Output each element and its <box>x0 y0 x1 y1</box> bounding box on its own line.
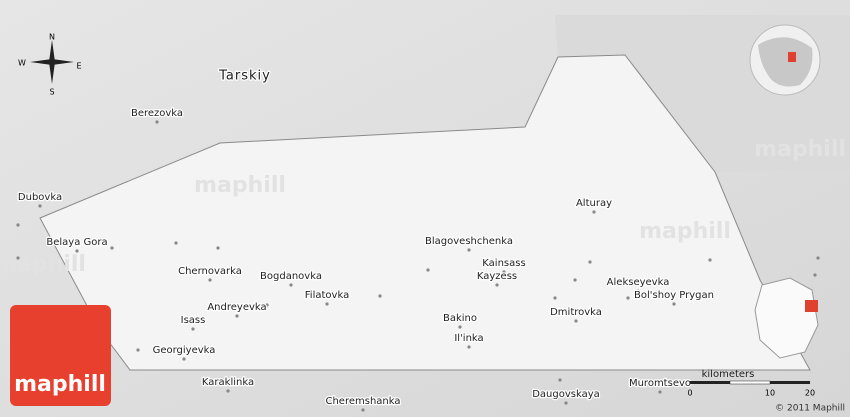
place-label: Dmitrovka <box>550 307 602 318</box>
place-dot <box>235 314 239 318</box>
watermark: maphill <box>754 137 846 162</box>
place-dot <box>75 249 79 253</box>
scale-bar: kilometers 0 10 20 <box>687 369 815 398</box>
place-dot <box>426 268 430 272</box>
place-dot <box>191 327 195 331</box>
place-dot <box>592 210 596 214</box>
place-dot <box>467 345 471 349</box>
place-label: Bakino <box>443 313 477 324</box>
place-label: Il'inka <box>454 333 483 344</box>
place-dot <box>558 378 562 382</box>
place-dot <box>574 319 578 323</box>
place-label: Kayzess <box>477 271 517 282</box>
copyright: © 2011 Maphill <box>775 404 845 414</box>
watermark: maphill <box>639 219 731 244</box>
place-dot <box>378 294 382 298</box>
place-label: Chernovarka <box>178 266 242 277</box>
place-dot <box>38 204 42 208</box>
place-dot <box>813 273 817 277</box>
scale-tick: 0 <box>687 389 692 398</box>
place-label: Bogdanovka <box>260 271 322 282</box>
scale-tick: 20 <box>805 389 815 398</box>
place-label: Cheremshanka <box>325 396 400 407</box>
place-dot <box>564 401 568 405</box>
compass-n: N <box>49 33 55 42</box>
place-dot <box>502 270 506 274</box>
place-dot <box>289 283 293 287</box>
place-dot <box>495 283 499 287</box>
place-dot <box>216 246 220 250</box>
scale-tick: 10 <box>765 389 775 398</box>
place-label: Berezovka <box>131 108 183 119</box>
compass-e: E <box>76 62 81 71</box>
place-dot <box>208 278 212 282</box>
place-dot <box>182 357 186 361</box>
place-dot <box>136 348 140 352</box>
place-label: Alturay <box>576 198 612 209</box>
place-label: Daugovskaya <box>532 389 600 400</box>
place-label: Georgiyevka <box>153 345 216 356</box>
place-dot <box>588 260 592 264</box>
region-label: Tarskiy <box>218 69 271 84</box>
district-inset <box>754 277 819 359</box>
place-label: Bol'shoy Prygan <box>634 290 714 301</box>
place-label: Filatovka <box>305 290 349 301</box>
place-label: Andreyevka <box>207 302 266 313</box>
place-dot <box>110 246 114 250</box>
place-dot <box>626 296 630 300</box>
place-dot <box>658 390 662 394</box>
place-label: Isass <box>181 315 206 326</box>
compass-s: S <box>49 88 54 97</box>
place-label: Muromtsevo <box>629 378 691 389</box>
place-dot <box>155 120 159 124</box>
place-label: Blagoveshchenka <box>425 236 513 247</box>
place-label: Dubovka <box>18 192 62 203</box>
compass: N S W E <box>18 33 81 97</box>
logo[interactable]: maphill <box>10 305 111 406</box>
place-dot <box>636 289 640 293</box>
place-dot <box>16 256 20 260</box>
place-label: Karaklinka <box>202 377 254 388</box>
watermarks: maphill maphill maphill maphill <box>0 137 846 277</box>
place-label: Kainsass <box>482 258 525 269</box>
place-dot <box>672 302 676 306</box>
place-label: Alekseyevka <box>607 277 670 288</box>
place-dot <box>553 296 557 300</box>
places: Berezovka Dubovka Belaya Gora Chernovarka Bo… <box>16 107 820 412</box>
place-dot <box>708 258 712 262</box>
district-area <box>39 54 811 371</box>
place-dot <box>816 256 820 260</box>
place-dot <box>226 389 230 393</box>
watermark: maphill <box>0 252 86 277</box>
place-dot <box>573 278 577 282</box>
watermark: maphill <box>194 173 286 198</box>
place-dot <box>16 223 20 227</box>
place-dot <box>467 248 471 252</box>
place-dot <box>174 241 178 245</box>
place-dot <box>265 303 269 307</box>
logo-text: maphill <box>14 372 106 397</box>
place-dot <box>361 408 365 412</box>
compass-w: W <box>18 59 26 68</box>
place-dot <box>458 325 462 329</box>
place-dot <box>325 302 329 306</box>
scale-unit: kilometers <box>702 369 755 380</box>
place-label: Belaya Gora <box>46 237 107 248</box>
globe-inset <box>749 24 821 96</box>
